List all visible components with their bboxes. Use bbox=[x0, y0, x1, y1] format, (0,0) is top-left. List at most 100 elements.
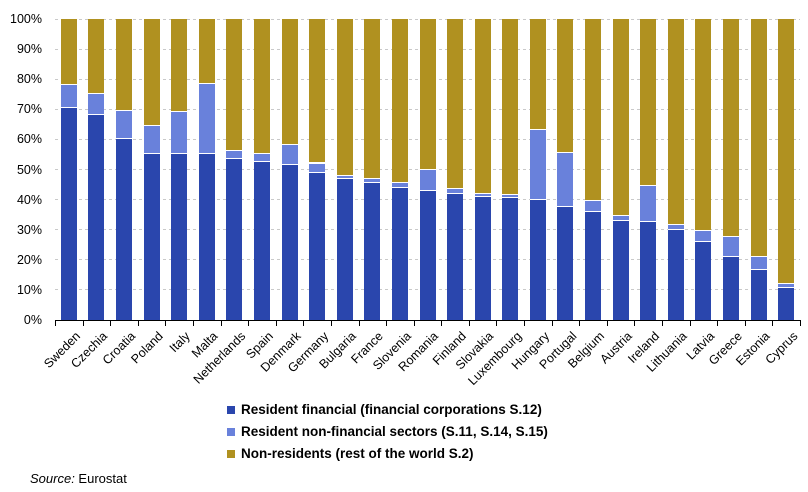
bar-czechia bbox=[88, 19, 105, 320]
bar-segment bbox=[60, 107, 77, 320]
bar-segment bbox=[557, 207, 574, 320]
bar-greece bbox=[723, 19, 740, 320]
bar-segment bbox=[723, 237, 740, 257]
bar-slovakia bbox=[474, 19, 491, 320]
bar-segment bbox=[171, 19, 188, 113]
bar-segment bbox=[336, 19, 353, 176]
bar-segment bbox=[198, 154, 215, 320]
bar-poland bbox=[143, 19, 160, 320]
bar-segment bbox=[226, 158, 243, 320]
y-tick-label-60: 60% bbox=[16, 132, 42, 147]
bar-segment bbox=[419, 19, 436, 170]
x-axis-tick bbox=[469, 321, 470, 326]
bar-sweden bbox=[60, 19, 77, 320]
bar-estonia bbox=[750, 19, 767, 320]
bar-segment bbox=[391, 187, 408, 320]
bar-segment bbox=[612, 220, 629, 320]
bar-segment bbox=[281, 19, 298, 146]
bar-segment bbox=[88, 115, 105, 320]
legend-label: Non-residents (rest of the world S.2) bbox=[241, 446, 474, 461]
x-axis-tick bbox=[221, 321, 222, 326]
x-axis-tick bbox=[717, 321, 718, 326]
bar-segment bbox=[585, 211, 602, 320]
bar-germany bbox=[309, 19, 326, 320]
bar-segment bbox=[364, 178, 381, 184]
bar-segment bbox=[612, 19, 629, 217]
x-axis-tick bbox=[441, 321, 442, 326]
bar-lithuania bbox=[667, 19, 684, 320]
bar-segment bbox=[364, 183, 381, 320]
bar-segment bbox=[115, 19, 132, 111]
x-axis-tick bbox=[690, 321, 691, 326]
bar-segment bbox=[309, 19, 326, 164]
legend-swatch-resident-non-financial bbox=[227, 427, 235, 436]
source-value: Eurostat bbox=[74, 471, 127, 486]
x-axis-tick bbox=[110, 321, 111, 326]
bar-segment bbox=[585, 19, 602, 202]
legend-swatch-non-residents bbox=[227, 449, 235, 458]
x-axis-tick bbox=[193, 321, 194, 326]
bar-segment bbox=[419, 169, 436, 191]
y-tick-label-30: 30% bbox=[16, 222, 42, 237]
y-tick-label-70: 70% bbox=[16, 102, 42, 117]
bar-segment bbox=[529, 199, 546, 320]
bar-segment bbox=[502, 195, 519, 199]
bar-segment bbox=[778, 19, 795, 284]
bar-segment bbox=[88, 19, 105, 95]
bar-segment bbox=[667, 225, 684, 230]
x-axis-tick bbox=[745, 321, 746, 326]
source-note: Source: Eurostat bbox=[30, 471, 127, 486]
bar-segment bbox=[281, 145, 298, 165]
bar-segment bbox=[60, 19, 77, 86]
gridline-50 bbox=[55, 169, 800, 170]
bar-portugal bbox=[557, 19, 574, 320]
bar-romania bbox=[419, 19, 436, 320]
bar-segment bbox=[529, 130, 546, 200]
bar-spain bbox=[253, 19, 270, 320]
legend-swatch-resident-financial bbox=[227, 405, 235, 414]
bar-segment bbox=[88, 94, 105, 116]
bar-segment bbox=[309, 172, 326, 320]
bar-segment bbox=[253, 154, 270, 162]
bar-segment bbox=[640, 222, 657, 320]
bar-segment bbox=[778, 288, 795, 320]
x-axis-tick bbox=[772, 321, 773, 326]
bar-segment bbox=[612, 216, 629, 221]
bar-segment bbox=[419, 190, 436, 320]
bar-finland bbox=[447, 19, 464, 320]
bar-segment bbox=[474, 196, 491, 320]
bar-croatia bbox=[115, 19, 132, 320]
bar-segment bbox=[336, 178, 353, 320]
x-axis-tick bbox=[414, 321, 415, 326]
x-axis-line bbox=[55, 320, 801, 321]
bar-hungary bbox=[529, 19, 546, 320]
x-axis-tick bbox=[662, 321, 663, 326]
bar-segment bbox=[474, 193, 491, 197]
source-label: Source: bbox=[30, 471, 75, 486]
bar-segment bbox=[115, 139, 132, 320]
bar-segment bbox=[253, 161, 270, 320]
legend-item-resident-financial: Resident financial (financial corporatio… bbox=[227, 401, 548, 418]
bar-malta bbox=[198, 19, 215, 320]
legend-label: Resident financial (financial corporatio… bbox=[241, 402, 542, 417]
legend-item-resident-non-financial: Resident non-financial sectors (S.11, S.… bbox=[227, 423, 548, 440]
bar-segment bbox=[778, 283, 795, 289]
bar-segment bbox=[529, 19, 546, 131]
y-tick-label-50: 50% bbox=[16, 162, 42, 177]
bar-segment bbox=[557, 19, 574, 153]
bar-segment bbox=[115, 110, 132, 140]
bar-segment bbox=[502, 198, 519, 320]
x-axis-category-labels: Sweden Czechia Croatia Poland Italy Malta Neth… bbox=[41, 320, 800, 410]
bar-segment bbox=[253, 19, 270, 155]
bar-segment bbox=[143, 125, 160, 155]
bar-segment bbox=[447, 19, 464, 190]
bar-netherlands bbox=[226, 19, 243, 320]
bar-segment bbox=[281, 165, 298, 320]
x-axis-tick bbox=[83, 321, 84, 326]
bar-segment bbox=[667, 19, 684, 226]
bar-segment bbox=[695, 231, 712, 242]
x-axis-tick bbox=[386, 321, 387, 326]
bar-segment bbox=[750, 256, 767, 271]
x-axis-tick bbox=[634, 321, 635, 326]
x-axis-tick bbox=[138, 321, 139, 326]
